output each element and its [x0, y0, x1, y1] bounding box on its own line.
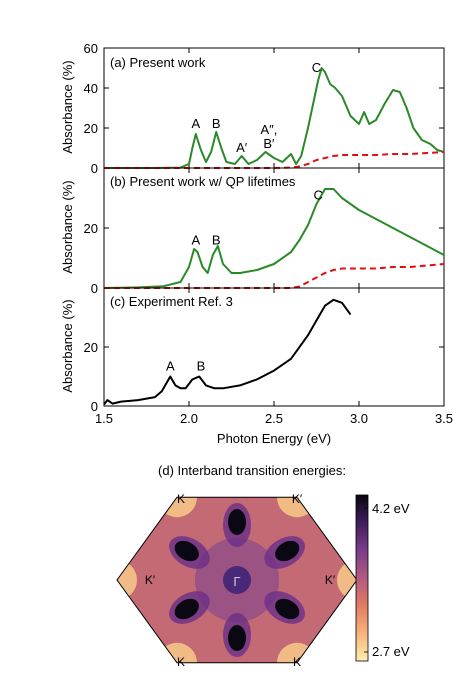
bz-gamma-spot: [223, 566, 251, 594]
k-label-bottom-left: K: [177, 655, 185, 669]
present-work-curve: [104, 67, 445, 169]
y-tick-label: 0: [91, 161, 98, 176]
panel-a: (a) Present work Absorbance (%) 0 20 40 60 A…: [60, 41, 445, 176]
k-label-left: K′: [145, 573, 156, 587]
bz-dark-spot: [228, 625, 246, 651]
panel-b-annotation: (b) Present work w/ QP lifetimes: [110, 174, 296, 189]
k-label-right: K′: [325, 573, 336, 587]
bz-corner-patch: [337, 560, 357, 600]
experiment-curve: [103, 298, 352, 406]
bz-dark-spot: [174, 540, 199, 562]
dashed-reference-curve: [104, 151, 445, 169]
inset-d: (d) Interband transition energies: Γ K K…: [116, 463, 410, 669]
y-tick-label: 20: [84, 221, 98, 236]
peak-label: B: [197, 359, 206, 374]
brillouin-zone-map: [117, 497, 357, 663]
peak-label: B: [212, 116, 221, 131]
y-tick-label: 0: [91, 399, 98, 414]
x-tick-label: 2.0: [180, 411, 198, 426]
colorbar-max-label: 4.2 eV: [372, 501, 410, 516]
panel-c-annotation: (c) Experiment Ref. 3: [110, 294, 233, 309]
bz-dark-spot: [174, 598, 199, 620]
x-tick-label: 1.5: [95, 411, 113, 426]
k-label-top-right: K′: [292, 492, 303, 506]
peak-label: C: [314, 188, 323, 203]
peak-label: A″,: [260, 122, 277, 137]
panel-a-annotation: (a) Present work: [110, 55, 206, 70]
bz-dark-spot: [228, 509, 246, 535]
peak-label: B: [212, 233, 221, 248]
x-axis-label: Photon Energy (eV): [217, 431, 331, 446]
panel-a-ylabel: Absorbance (%): [60, 60, 75, 153]
gamma-label: Γ: [233, 574, 240, 589]
peak-label: A: [191, 233, 200, 248]
colorbar: [355, 494, 369, 662]
panel-b: (b) Present work w/ QP lifetimes Absorba…: [60, 167, 445, 296]
y-tick-label: 0: [91, 281, 98, 296]
y-tick-label: 40: [84, 81, 98, 96]
y-tick-label: 20: [84, 121, 98, 136]
y-tick-label: 60: [84, 41, 98, 56]
peak-label: B′: [263, 136, 275, 151]
y-tick-label: 20: [84, 340, 98, 355]
present-work-curve: [103, 188, 445, 289]
bz-dark-spot: [275, 540, 300, 562]
panel-c: (c) Experiment Ref. 3 Absorbance (%) Pho…: [60, 287, 453, 446]
k-label-bottom-right: K: [293, 655, 301, 669]
inset-title: (d) Interband transition energies:: [158, 463, 346, 478]
x-tick-label: 3.0: [350, 411, 368, 426]
bz-corner-patch: [117, 560, 137, 600]
peak-label: C: [312, 60, 321, 75]
bz-dark-spot: [275, 598, 300, 620]
x-tick-label: 2.5: [265, 411, 283, 426]
panel-b-ylabel: Absorbance (%): [60, 180, 75, 273]
peak-label: A: [191, 116, 200, 131]
k-label-top-left: K: [177, 492, 185, 506]
hexagon-outline: [116, 496, 358, 664]
peak-label: A′: [236, 140, 248, 155]
peak-label: A: [166, 359, 175, 374]
x-tick-label: 3.5: [435, 411, 453, 426]
colorbar-min-label: 2.7 eV: [372, 644, 410, 659]
panel-c-ylabel: Absorbance (%): [60, 299, 75, 392]
